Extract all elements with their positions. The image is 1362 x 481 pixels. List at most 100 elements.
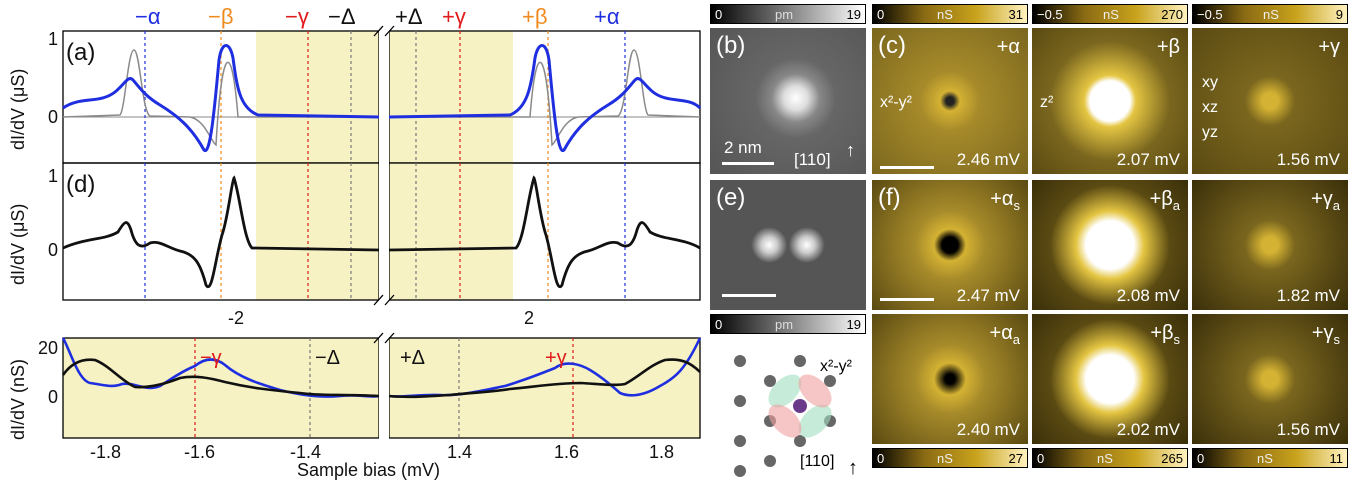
f1-val: 2.47 mV <box>956 286 1020 305</box>
lattice-diagram: x²-y² [110] ↑ <box>734 355 858 479</box>
bottom-gap-left <box>63 338 379 438</box>
c1-val: 2.46 mV <box>956 150 1020 169</box>
map-c3: +γ xy xz yz 1.56 mV <box>1192 28 1348 174</box>
bottom-gap-right <box>389 338 700 438</box>
atom <box>764 455 776 467</box>
cbar-c1: 0 nS 31 <box>872 4 1028 24</box>
f2-val: 2.08 mV <box>1116 286 1180 305</box>
top-label-pos-gamma: +γ <box>442 4 466 29</box>
f3-sym: +γa <box>1311 188 1340 213</box>
bottom-x-tick-neg1-8: -1.8 <box>90 442 121 462</box>
bottom-x-tick-1-8: 1.8 <box>649 442 674 462</box>
dir-arrow-b: ↑ <box>846 140 855 160</box>
map-f2: +βa 2.08 mV <box>1032 180 1188 310</box>
atom <box>794 435 806 447</box>
cbar-f3: 0 nS 11 <box>1192 448 1348 468</box>
lattice-dir: [110] <box>800 453 834 470</box>
scale-bar-e <box>722 294 776 297</box>
panel-a-label: (a) <box>66 39 95 66</box>
c2-orbital: z² <box>1040 94 1054 111</box>
orbital-lobe <box>798 404 832 438</box>
xlabel: Sample bias (mV) <box>297 460 440 480</box>
atom <box>734 395 746 407</box>
ylabel-a: dI/dV (μS) <box>8 69 28 150</box>
g3-val: 1.56 mV <box>1276 420 1340 439</box>
bottom-x-tick-neg1-4: -1.4 <box>290 442 321 462</box>
scale-label-b: 2 nm <box>724 138 762 157</box>
cbar-b: 0 pm 19 <box>710 4 866 24</box>
map-g2: +βs 2.02 mV <box>1032 314 1188 444</box>
panel-a: (a) 1 0 <box>48 29 702 164</box>
trace-blue-a <box>62 44 702 152</box>
trace-black-d <box>62 175 701 289</box>
atom <box>734 465 746 477</box>
panel-d-tick-0: 0 <box>48 240 58 260</box>
top-label-pos-delta: +Δ <box>395 4 423 29</box>
atom <box>764 375 776 387</box>
orbital-lobe <box>768 374 802 408</box>
bottom-tick-20: 20 <box>38 338 58 358</box>
bottom-tick-0: 0 <box>48 387 58 407</box>
dir-label-b: [110] <box>794 150 831 169</box>
top-label-neg-gamma: −γ <box>285 4 309 29</box>
panel-b-label: (b) <box>716 32 746 59</box>
cbar-f2: 0 nS 265 <box>1032 448 1188 468</box>
orbital-lobe <box>768 404 802 438</box>
c1-sym: +α <box>996 36 1020 58</box>
center-atom <box>793 399 807 413</box>
bottom-panel: 20 0 dI/dV (nS) −γ −Δ +Δ +γ -1.8 -1.6 -1… <box>8 337 702 480</box>
top-label-pos-alpha: +α <box>594 4 620 29</box>
bottom-gap-pos-gamma: +γ <box>545 347 567 369</box>
panel-d: (d) 1 0 <box>48 162 701 301</box>
panel-f-label: (f) <box>878 184 901 211</box>
axis-break-gap <box>379 29 389 441</box>
c3-val: 1.56 mV <box>1276 150 1340 169</box>
map-c2: +β z² 2.07 mV <box>1032 28 1188 174</box>
map-f3: +γa 1.82 mV <box>1192 180 1348 310</box>
g3-sym: +γs <box>1311 322 1340 347</box>
g1-sym: +αa <box>989 322 1020 347</box>
panel-a-tick-0: 0 <box>48 107 58 127</box>
mid-tick-pos2: 2 <box>524 308 534 328</box>
atom <box>734 435 746 447</box>
bottom-gap-pos-delta: +Δ <box>400 347 425 369</box>
panel-d-gap-left <box>256 163 379 300</box>
map-e: (e) <box>710 180 866 310</box>
bottom-ylabel: dI/dV (nS) <box>8 359 28 440</box>
bottom-trace-black <box>61 358 701 399</box>
c2-val: 2.07 mV <box>1116 150 1180 169</box>
panel-d-tick-1: 1 <box>48 166 58 186</box>
scale-bar-b <box>722 162 774 165</box>
g1-val: 2.40 mV <box>956 420 1020 439</box>
bottom-x-tick-1-6: 1.6 <box>554 442 579 462</box>
c3-orbital: xy xz yz <box>1202 74 1218 141</box>
map-c1: (c) +α x²-y² 2.46 mV <box>872 28 1028 174</box>
panel-a-gap-right <box>389 31 513 163</box>
bottom-gap-neg-delta: −Δ <box>315 347 340 369</box>
trace-gray-a <box>62 49 701 147</box>
cbar-lat: 0 pm 19 <box>710 314 866 334</box>
cbar-f1: 0 nS 27 <box>872 448 1028 468</box>
f1-sym: +αs <box>990 188 1020 213</box>
orbital-lobe <box>798 374 832 408</box>
mid-tick-neg2: -2 <box>228 308 244 328</box>
panel-a-tick-1: 1 <box>48 29 58 49</box>
top-label-neg-beta: −β <box>208 4 234 29</box>
c2-sym: +β <box>1156 36 1180 58</box>
bottom-gap-neg-gamma: −γ <box>200 347 222 369</box>
top-label-neg-alpha: −α <box>135 4 161 29</box>
map-g3: +γs 1.56 mV <box>1192 314 1348 444</box>
g2-sym: +βs <box>1150 322 1180 347</box>
scale-bar-f1 <box>880 298 934 301</box>
bottom-x-tick-neg1-6: -1.6 <box>184 442 215 462</box>
panel-c-label: (c) <box>878 32 906 59</box>
c1-orbital: x²-y² <box>880 94 912 111</box>
maps-area: 0 pm 19 0 nS 31 −0.5 nS 270 −0.5 nS 9 (b… <box>710 0 1362 481</box>
c3-sym: +γ <box>1318 36 1340 58</box>
atom <box>734 355 746 367</box>
map-f1: (f) +αs 2.47 mV <box>872 180 1028 310</box>
bottom-x-tick-1-4: 1.4 <box>447 442 472 462</box>
map-b: (b) 2 nm [110] ↑ <box>710 28 866 174</box>
cbar-c2: −0.5 nS 270 <box>1032 4 1188 24</box>
